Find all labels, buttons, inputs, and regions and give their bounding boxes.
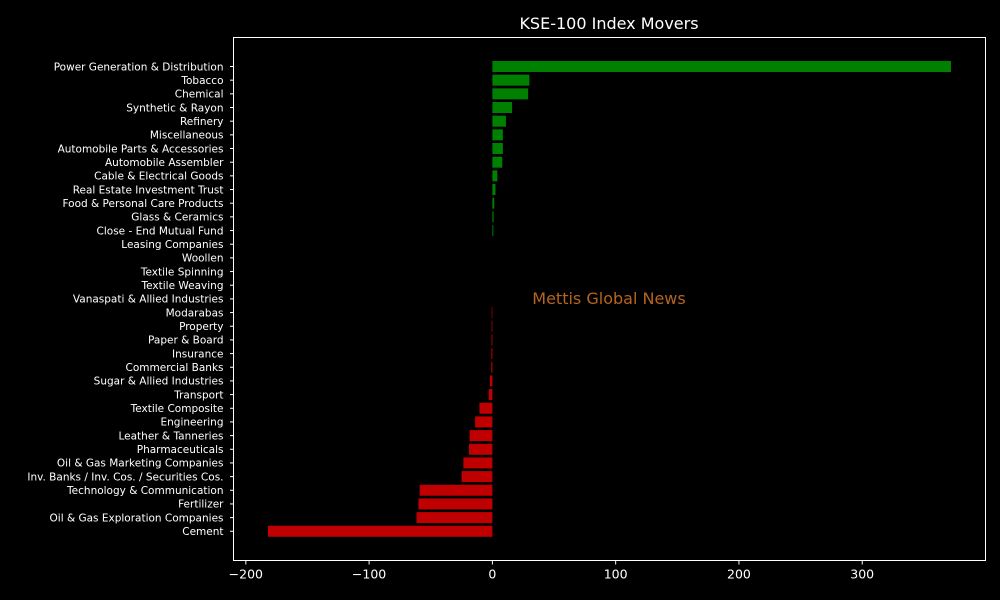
chart-title: KSE-100 Index Movers	[519, 14, 698, 33]
bar	[492, 74, 530, 86]
y-tick-label: Textile Spinning	[140, 266, 224, 278]
bar	[492, 211, 494, 223]
y-tick-label: Chemical	[175, 89, 224, 101]
y-tick-label: Automobile Parts & Accessories	[58, 143, 224, 155]
bar	[475, 416, 493, 428]
bar	[469, 430, 493, 442]
bar	[492, 102, 513, 114]
y-tick-label: Transport	[173, 389, 223, 401]
y-tick-label: Technology & Communication	[66, 485, 223, 497]
bar	[463, 457, 493, 469]
x-ticks-layer: −200 −100 0 100 200 300	[229, 560, 874, 582]
bar	[268, 525, 493, 537]
y-tick-label: Oil & Gas Marketing Companies	[57, 458, 224, 470]
bar	[419, 484, 493, 496]
y-tick-label: Commercial Banks	[126, 362, 224, 374]
bar	[492, 61, 951, 72]
y-tick-label: Food & Personal Care Products	[62, 198, 223, 210]
y-tick-label: Power Generation & Distribution	[54, 61, 224, 73]
bar	[492, 115, 506, 127]
y-tick-label: Paper & Board	[148, 335, 223, 347]
category-labels-layer: Power Generation & Distribution Tobacco Ch…	[27, 61, 234, 538]
bar	[491, 320, 493, 332]
y-tick-label: Modarabas	[166, 307, 224, 319]
bar	[491, 361, 493, 373]
y-tick-label: Glass & Ceramics	[131, 212, 223, 224]
y-tick-label: Vanaspati & Allied Industries	[73, 294, 224, 306]
x-tick-label: 200	[727, 567, 751, 582]
x-tick-label: −200	[229, 567, 263, 582]
y-tick-label: Tobacco	[180, 75, 223, 87]
bar	[492, 184, 496, 196]
bar	[416, 512, 493, 524]
y-tick-label: Synthetic & Rayon	[126, 102, 223, 114]
y-tick-label: Leasing Companies	[121, 239, 223, 251]
y-tick-label: Engineering	[161, 417, 224, 429]
y-tick-label: Property	[179, 321, 223, 333]
bars-layer	[268, 61, 951, 537]
y-tick-label: Textile Composite	[130, 403, 224, 415]
bar	[492, 143, 503, 155]
y-tick-label: Pharmaceuticals	[137, 444, 224, 456]
x-tick-label: 300	[850, 567, 874, 582]
y-tick-label: Woollen	[182, 253, 224, 265]
bar	[461, 471, 493, 483]
y-tick-label: Cable & Electrical Goods	[94, 171, 223, 183]
bar	[491, 307, 493, 319]
x-tick-label: 100	[604, 567, 628, 582]
bar	[489, 375, 493, 387]
y-tick-label: Inv. Banks / Inv. Cos. / Securities Cos.	[27, 471, 223, 483]
y-tick-label: Automobile Assembler	[105, 157, 224, 169]
bar	[468, 443, 493, 455]
y-tick-label: Insurance	[172, 348, 224, 360]
watermark-text: Mettis Global News	[532, 289, 685, 308]
bar	[492, 225, 494, 237]
bar	[491, 334, 493, 346]
bar	[418, 498, 493, 510]
y-tick-label: Miscellaneous	[150, 130, 224, 142]
y-tick-label: Cement	[182, 526, 223, 538]
bar	[488, 389, 493, 401]
bar	[492, 129, 503, 141]
bar	[492, 88, 529, 100]
bar	[491, 348, 493, 360]
y-tick-label: Leather & Tanneries	[118, 430, 223, 442]
y-tick-label: Real Estate Investment Trust	[73, 184, 224, 196]
y-tick-label: Sugar & Allied Industries	[94, 376, 224, 388]
y-tick-label: Fertilizer	[178, 499, 224, 511]
bar	[492, 197, 495, 209]
bar	[479, 402, 493, 414]
x-tick-label: 0	[488, 567, 496, 582]
bar	[492, 170, 498, 182]
x-tick-label: −100	[352, 567, 386, 582]
y-tick-label: Refinery	[180, 116, 224, 128]
bar	[492, 156, 503, 168]
y-tick-label: Close - End Mutual Fund	[97, 225, 224, 237]
y-tick-label: Oil & Gas Exploration Companies	[50, 512, 224, 524]
y-tick-label: Textile Weaving	[141, 280, 224, 292]
